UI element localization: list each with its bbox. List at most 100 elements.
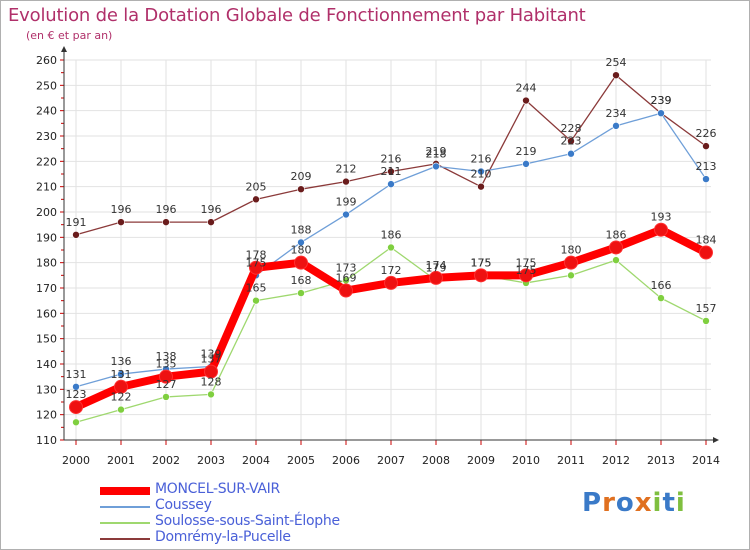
data-label-coussey-2014: 213 xyxy=(696,160,717,173)
point-domremy-2005 xyxy=(297,185,305,193)
data-label-moncel-2003: 137 xyxy=(201,353,222,366)
data-label-coussey-2006: 199 xyxy=(336,196,357,209)
point-moncel-2003 xyxy=(204,364,218,379)
logo-letter: x xyxy=(634,488,653,518)
point-moncel-2002 xyxy=(159,369,173,384)
y-tick-label-140: 140 xyxy=(36,358,57,371)
data-label-domremy-2003: 196 xyxy=(201,203,222,216)
point-domremy-2010 xyxy=(522,96,530,105)
legend-swatch-coussey xyxy=(100,506,150,508)
point-soulosse-2001 xyxy=(117,405,125,414)
y-tick-label-130: 130 xyxy=(36,383,57,396)
x-tick-label-2007: 2007 xyxy=(377,454,405,467)
x-tick-label-2002: 2002 xyxy=(152,454,180,467)
point-coussey-2007 xyxy=(387,180,395,188)
data-label-coussey-2001: 136 xyxy=(111,355,132,368)
point-domremy-2009 xyxy=(477,182,485,191)
point-moncel-2001 xyxy=(114,379,128,394)
logo-letter: i xyxy=(652,488,663,518)
point-moncel-2004 xyxy=(249,260,263,275)
point-domremy-2012 xyxy=(612,71,620,79)
data-label-soulosse-2008: 179 xyxy=(426,261,447,274)
data-label-coussey-2004: 175 xyxy=(246,256,267,269)
point-coussey-2006 xyxy=(342,210,350,219)
legend-swatch-domremy xyxy=(100,538,150,540)
data-label-soulosse-2001: 122 xyxy=(111,391,132,404)
point-moncel-2014 xyxy=(699,245,713,260)
point-domremy-2007 xyxy=(387,167,395,176)
x-tick-label-2009: 2009 xyxy=(467,454,495,467)
point-soulosse-2002 xyxy=(162,393,170,401)
point-soulosse-2005 xyxy=(297,289,305,297)
point-domremy-2003 xyxy=(207,218,215,226)
proxiti-logo: Proxiti xyxy=(582,488,686,518)
point-soulosse-2003 xyxy=(207,390,215,399)
point-domremy-2006 xyxy=(342,177,350,186)
data-label-soulosse-2003: 128 xyxy=(201,375,222,388)
x-tick-label-2011: 2011 xyxy=(557,454,585,467)
logo-letter: P xyxy=(582,488,603,518)
y-axis-ticks: 110 120 130 140 150 160 170 180 190 200 210 220 230 2… xyxy=(36,54,57,447)
data-label-coussey-2000: 131 xyxy=(66,368,87,381)
point-domremy-2014 xyxy=(702,142,710,150)
y-tick-label-220: 220 xyxy=(36,155,57,168)
data-label-coussey-2012: 234 xyxy=(606,107,627,120)
point-moncel-2008 xyxy=(429,270,443,285)
x-tick-label-2010: 2010 xyxy=(512,454,540,467)
series-group xyxy=(69,71,713,427)
data-label-soulosse-2002: 127 xyxy=(156,378,177,391)
data-label-soulosse-2006: 173 xyxy=(336,261,357,274)
data-label-coussey-2013: 239 xyxy=(651,94,672,107)
data-label-coussey-2010: 219 xyxy=(516,145,537,158)
logo-letter: t xyxy=(662,488,676,518)
data-label-moncel-2004: 178 xyxy=(246,249,267,262)
legend-swatch-soulosse xyxy=(100,522,150,524)
y-tick-label-250: 250 xyxy=(36,79,57,92)
logo-letter: r xyxy=(602,488,616,518)
x-tick-label-2008: 2008 xyxy=(422,454,450,467)
y-tick-label-240: 240 xyxy=(36,105,57,118)
data-label-moncel-2010: 175 xyxy=(516,256,537,269)
point-soulosse-2007 xyxy=(387,243,395,252)
point-soulosse-2004 xyxy=(252,296,260,305)
point-domremy-2011 xyxy=(567,137,575,145)
x-tick-label-2004: 2004 xyxy=(242,454,270,467)
data-label-moncel-2014: 184 xyxy=(696,234,717,247)
data-label-domremy-2014: 226 xyxy=(696,127,717,140)
y-tick-label-110: 110 xyxy=(36,434,57,447)
data-label-moncel-2009: 175 xyxy=(471,256,492,269)
point-domremy-2002 xyxy=(162,218,170,226)
data-label-coussey-2003: 139 xyxy=(201,348,222,361)
point-coussey-2009 xyxy=(477,167,485,176)
y-tick-label-260: 260 xyxy=(36,54,57,67)
point-domremy-2001 xyxy=(117,218,125,226)
chart-subtitle: (en € et par an) xyxy=(26,29,113,42)
legend-label-domremy: Domrémy-la-Pucelle xyxy=(155,529,291,545)
y-tick-label-210: 210 xyxy=(36,181,57,194)
data-label-moncel-2013: 193 xyxy=(651,211,672,224)
data-label-domremy-2010: 244 xyxy=(516,82,537,95)
point-coussey-2013 xyxy=(657,109,665,117)
data-label-coussey-2002: 138 xyxy=(156,350,177,363)
legend-label-moncel: MONCEL-SUR-VAIR xyxy=(155,481,280,497)
axes xyxy=(60,46,719,445)
data-label-moncel-2001: 131 xyxy=(111,368,132,381)
x-tick-label-2005: 2005 xyxy=(287,454,315,467)
y-tick-label-200: 200 xyxy=(36,206,57,219)
point-coussey-2010 xyxy=(522,160,530,168)
point-soulosse-2012 xyxy=(612,256,620,264)
data-label-moncel-2005: 180 xyxy=(291,244,312,257)
data-label-moncel-2000: 123 xyxy=(66,388,87,401)
data-label-coussey-2009: 216 xyxy=(471,152,492,165)
point-coussey-2011 xyxy=(567,149,575,158)
point-coussey-2005 xyxy=(297,238,305,247)
point-soulosse-2013 xyxy=(657,294,665,302)
point-domremy-2004 xyxy=(252,195,260,204)
data-label-domremy-2011: 228 xyxy=(561,122,582,135)
point-moncel-2007 xyxy=(384,275,398,290)
data-label-soulosse-2007: 186 xyxy=(381,228,402,241)
data-label-coussey-2005: 188 xyxy=(291,223,312,236)
data-label-domremy-2006: 212 xyxy=(336,163,357,176)
